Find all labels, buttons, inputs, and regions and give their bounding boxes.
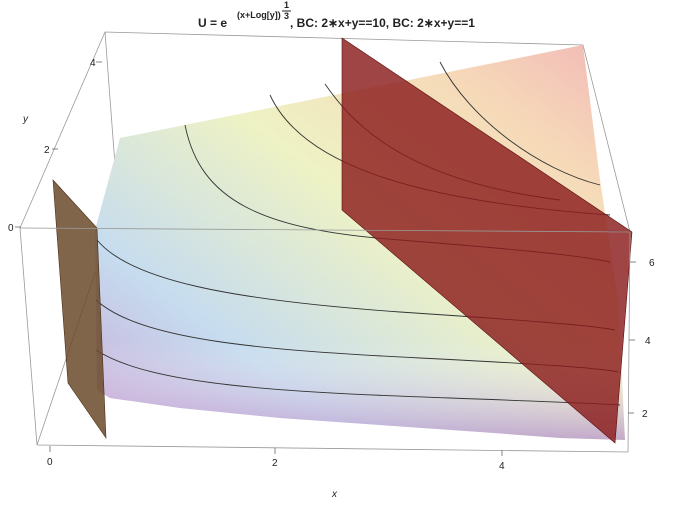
x-axis-label: x (331, 489, 338, 500)
x-tick-label: 0 (47, 457, 53, 468)
title: U = e (198, 16, 227, 30)
y-tick-label: 0 (8, 223, 14, 234)
y-tick-label: 4 (90, 58, 96, 69)
title-exponent: (x+Log[y]) (237, 10, 281, 20)
bc-plane-right (341, 37, 633, 444)
x-tick-label: 4 (499, 461, 505, 472)
ticks (15, 61, 636, 456)
z-tick-label: 6 (649, 258, 655, 269)
z-tick-label: 2 (642, 409, 648, 420)
x-tick-label: 2 (272, 458, 278, 469)
title-power-num: 1 (284, 0, 289, 10)
z-tick-label: 4 (645, 336, 651, 347)
title-power-den: 3 (284, 11, 289, 21)
box-front (19, 227, 631, 453)
y-tick-label: 2 (44, 145, 50, 156)
bc-plane-left (52, 179, 107, 440)
title-rest: , BC: 2∗x+y==10, BC: 2∗x+y==1 (290, 16, 475, 30)
y-axis-label: y (22, 114, 29, 125)
